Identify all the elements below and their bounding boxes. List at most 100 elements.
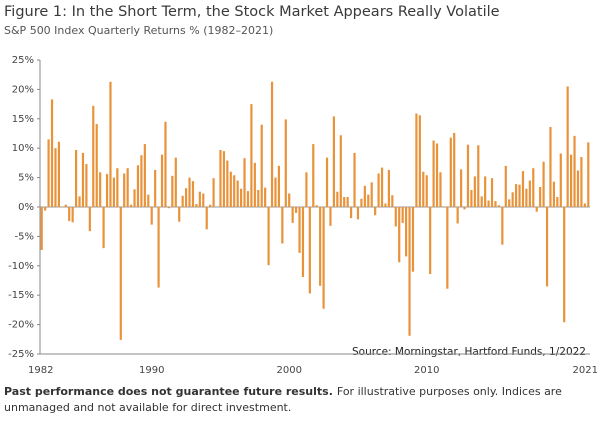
bar (312, 144, 315, 207)
bar (212, 178, 215, 207)
chart-title: Figure 1: In the Short Term, the Stock M… (4, 4, 500, 20)
bar (545, 207, 549, 287)
bar (319, 207, 322, 286)
bar (126, 168, 129, 207)
bar (384, 203, 387, 207)
x-tick-label: 1982 (28, 365, 53, 376)
bar (270, 81, 274, 207)
bar (449, 137, 452, 207)
bar (116, 168, 119, 207)
bar (198, 191, 201, 207)
bar (332, 116, 336, 207)
bar (535, 207, 538, 212)
bar (305, 172, 308, 207)
x-tick-label: 2000 (276, 365, 301, 376)
bar (374, 207, 377, 216)
bar (44, 207, 47, 211)
bar (563, 207, 566, 323)
bar (552, 181, 556, 207)
bar (580, 157, 583, 207)
bar (209, 204, 212, 207)
bar (367, 194, 370, 207)
x-tick-label: 2010 (414, 365, 439, 376)
bar (157, 207, 160, 288)
bar (370, 182, 373, 207)
bar (576, 170, 580, 207)
bar (394, 207, 397, 227)
bar (105, 174, 109, 207)
bar (415, 113, 418, 207)
bar (154, 169, 157, 207)
bar (343, 197, 346, 207)
bar (267, 207, 270, 266)
bar (50, 99, 54, 207)
bar (528, 180, 531, 207)
footnote-text: For illustrative purposes only. Indices … (4, 385, 562, 414)
bar (164, 121, 167, 207)
bar (74, 149, 78, 207)
bar (494, 201, 497, 207)
bar (160, 154, 164, 207)
bar (508, 199, 511, 207)
bar (112, 177, 116, 207)
bar (99, 172, 102, 207)
bar (102, 207, 105, 249)
bar (490, 178, 494, 207)
bar (377, 173, 380, 207)
bar (325, 157, 329, 207)
bar (532, 168, 535, 207)
bar (174, 157, 177, 207)
bar (298, 207, 301, 253)
bar (497, 205, 501, 207)
bar (439, 172, 442, 207)
bar (346, 197, 349, 207)
bar (425, 175, 428, 207)
bar (473, 176, 476, 207)
bar (184, 188, 188, 207)
bar (539, 187, 542, 207)
bar (408, 207, 411, 336)
bar (181, 195, 184, 207)
footnote-bold: Past performance does not guarantee futu… (4, 385, 333, 398)
bar (195, 204, 198, 207)
bar (243, 158, 246, 207)
bar (95, 124, 98, 207)
bar (404, 207, 408, 257)
bar (119, 207, 122, 340)
bar (429, 207, 432, 275)
bar (191, 181, 195, 207)
bar (453, 132, 456, 207)
y-tick-label: -20% (8, 320, 34, 331)
bar (78, 196, 81, 207)
bar (88, 207, 91, 232)
bar (236, 180, 239, 207)
y-tick-label: -5% (15, 231, 34, 242)
bar (140, 155, 143, 207)
bar (281, 207, 284, 244)
bar (518, 184, 521, 207)
x-tick-label: 1990 (139, 365, 164, 376)
bar (250, 104, 253, 207)
bar (566, 86, 569, 207)
bar (136, 165, 140, 207)
bar (514, 184, 518, 207)
bar (356, 207, 360, 220)
bar (294, 207, 298, 213)
y-tick-label: 25% (12, 55, 34, 66)
bar (583, 203, 586, 207)
bar (573, 135, 576, 207)
source-annotation: Source: Morningstar, Hartford Funds, 1/2… (352, 346, 586, 358)
bar (171, 175, 174, 207)
bar (239, 188, 243, 207)
bar (85, 164, 88, 207)
bar (511, 192, 514, 207)
bar (336, 191, 339, 207)
bar (246, 191, 250, 207)
bar (288, 193, 291, 207)
bar (233, 175, 236, 207)
y-tick-label: -15% (8, 290, 34, 301)
bar (81, 152, 85, 207)
bar (150, 207, 153, 225)
bar (253, 162, 256, 207)
